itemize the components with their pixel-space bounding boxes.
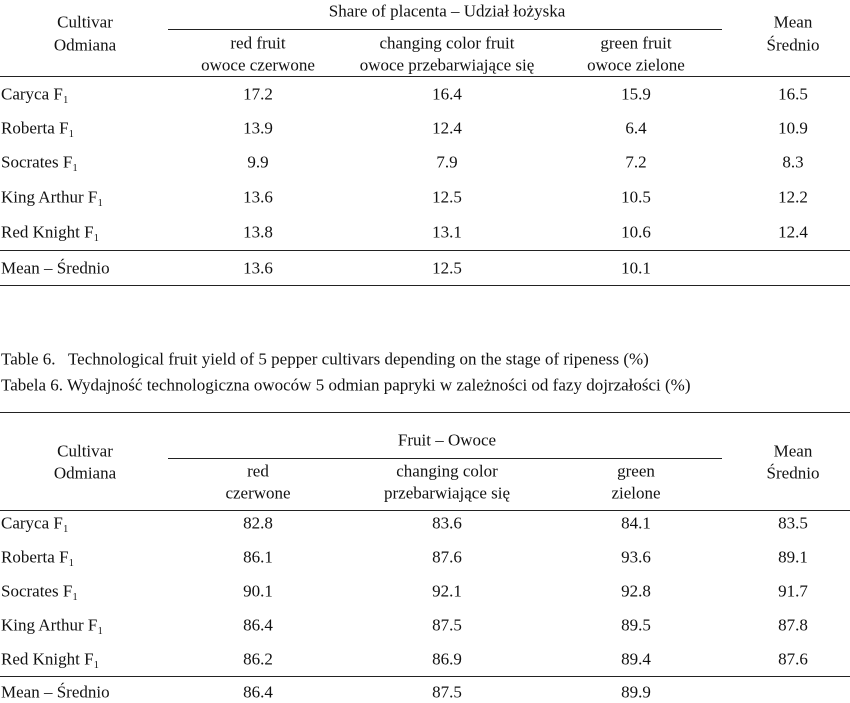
cell: 10.6	[621, 222, 651, 242]
cell: 87.8	[778, 615, 808, 635]
cell: 89.5	[621, 615, 651, 635]
cell: 83.6	[432, 513, 462, 533]
cultivar-name: Caryca F₁	[1, 513, 69, 533]
cell: 7.2	[625, 152, 647, 172]
cultivar-name: Roberta F₁	[1, 118, 75, 138]
column-header: red	[247, 461, 269, 481]
column-header: czerwone	[225, 483, 291, 503]
cultivar-name: Socrates F₁	[1, 152, 79, 172]
column-header: green	[617, 461, 655, 481]
rule	[0, 250, 850, 251]
cell: 12.5	[432, 258, 462, 278]
cultivar-header: Odmiana	[53, 463, 117, 483]
mean-label: Mean – Średnio	[1, 682, 110, 702]
cell: 6.4	[625, 118, 647, 138]
column-header: changing color fruit	[379, 33, 515, 53]
mean-header: Mean	[773, 441, 813, 461]
cell: 12.2	[778, 187, 808, 207]
cell: 86.4	[243, 615, 273, 635]
cell: 87.6	[778, 649, 808, 669]
cell: 84.1	[621, 513, 651, 533]
rule	[0, 412, 850, 413]
cell: 16.4	[432, 84, 462, 104]
column-header: changing color	[396, 461, 498, 481]
cell: 87.5	[432, 615, 462, 635]
cell: 13.9	[243, 118, 273, 138]
column-header: przebarwiające się	[384, 483, 510, 503]
cell: 82.8	[243, 513, 273, 533]
cell: 92.8	[621, 581, 651, 601]
rule	[0, 510, 850, 511]
cell: 9.9	[247, 152, 269, 172]
column-header: green fruit	[600, 33, 672, 53]
cell: 83.5	[778, 513, 808, 533]
cell: 10.5	[621, 187, 651, 207]
caption: Tabela 6. Wydajność technologiczna owocó…	[1, 375, 691, 395]
cell: 87.6	[432, 547, 462, 567]
group-header: Share of placenta – Udział łożyska	[328, 1, 566, 21]
cell: 17.2	[243, 84, 273, 104]
mean-header: Mean	[773, 12, 813, 32]
cell: 13.8	[243, 222, 273, 242]
mean-label: Mean – Średnio	[1, 258, 110, 278]
cell: 86.4	[243, 682, 273, 702]
cell: 89.1	[778, 547, 808, 567]
cell: 12.4	[432, 118, 462, 138]
cultivar-name: Red Knight F₁	[1, 649, 100, 669]
mean-header: Średnio	[766, 35, 820, 55]
column-header: red fruit	[230, 33, 286, 53]
cell: 89.9	[621, 682, 651, 702]
cell: 16.5	[778, 84, 808, 104]
column-header: zielone	[611, 483, 661, 503]
column-header: owoce zielone	[587, 55, 685, 75]
cell: 12.5	[432, 187, 462, 207]
mean-header: Średnio	[766, 463, 820, 483]
group-header: Fruit – Owoce	[397, 430, 497, 450]
rule	[168, 458, 722, 459]
rule	[0, 285, 850, 286]
cultivar-name: Caryca F₁	[1, 84, 69, 104]
cell: 92.1	[432, 581, 462, 601]
column-header: owoce przebarwiające się	[359, 55, 535, 75]
cell: 13.1	[432, 222, 462, 242]
caption: Table 6. Technological fruit yield of 5 …	[1, 349, 649, 369]
cultivar-header: Cultivar	[57, 12, 113, 32]
cell: 15.9	[621, 84, 651, 104]
cell: 86.2	[243, 649, 273, 669]
cell: 7.9	[436, 152, 458, 172]
cultivar-header: Odmiana	[53, 35, 117, 55]
cell: 86.9	[432, 649, 462, 669]
cell: 13.6	[243, 258, 273, 278]
cell: 93.6	[621, 547, 651, 567]
cell: 90.1	[243, 581, 273, 601]
cell: 86.1	[243, 547, 273, 567]
cell: 12.4	[778, 222, 808, 242]
cell: 10.9	[778, 118, 808, 138]
cell: 89.4	[621, 649, 651, 669]
cultivar-name: Socrates F₁	[1, 581, 79, 601]
cell: 10.1	[621, 258, 651, 278]
cell: 87.5	[432, 682, 462, 702]
rule	[0, 676, 850, 677]
rule	[0, 76, 850, 77]
cultivar-name: Roberta F₁	[1, 547, 75, 567]
cultivar-header: Cultivar	[57, 441, 113, 461]
cultivar-name: King Arthur F₁	[1, 187, 104, 207]
rule	[168, 29, 722, 30]
cell: 13.6	[243, 187, 273, 207]
cell: 8.3	[782, 152, 804, 172]
column-header: owoce czerwone	[201, 55, 315, 75]
cultivar-name: King Arthur F₁	[1, 615, 104, 635]
cell: 91.7	[778, 581, 808, 601]
cultivar-name: Red Knight F₁	[1, 222, 100, 242]
